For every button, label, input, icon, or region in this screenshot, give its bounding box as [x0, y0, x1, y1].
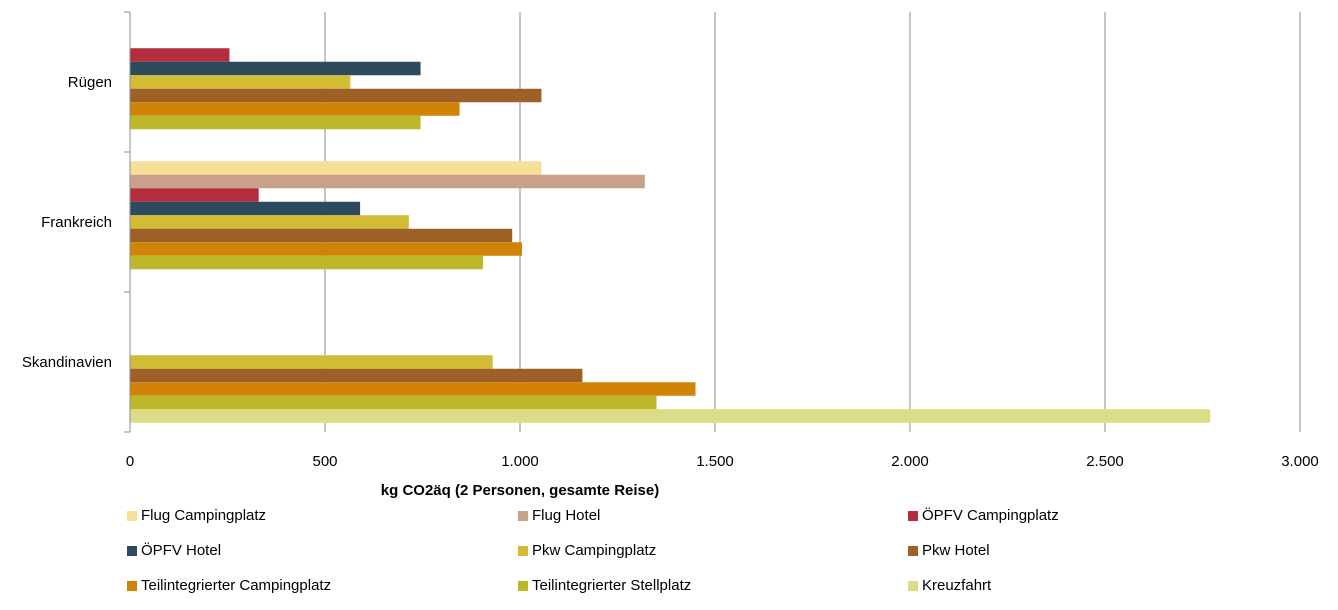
x-tick-label: 2.500: [1086, 453, 1124, 470]
legend-item: Teilintegrierter Stellplatz: [518, 577, 691, 594]
legend-label: Pkw Hotel: [922, 542, 990, 559]
bar: [130, 88, 542, 103]
bar: [130, 201, 361, 216]
bar: [130, 174, 645, 189]
legend-swatch: [518, 580, 528, 591]
legend-swatch: [127, 510, 137, 521]
x-tick-label: 1.500: [696, 453, 734, 470]
legend-label: Teilintegrierter Stellplatz: [532, 577, 692, 594]
bar: [130, 228, 513, 243]
x-axis-title: kg CO2äq (2 Personen, gesamte Reise): [381, 482, 659, 499]
legend-item: Kreuzfahrt: [908, 577, 991, 594]
legend-swatch: [908, 545, 918, 556]
legend-item: Pkw Campingplatz: [518, 542, 656, 559]
x-tick-label: 2.000: [891, 453, 929, 470]
legend-label: ÖPFV Hotel: [141, 542, 222, 559]
bar: [130, 368, 583, 383]
legend-item: Pkw Hotel: [908, 542, 990, 559]
x-tick-label: 0: [126, 453, 134, 470]
legend-label: Flug Campingplatz: [141, 507, 267, 524]
legend-item: ÖPFV Campingplatz: [908, 507, 1059, 524]
legend: Flug Campingplatz Flug Hotel ÖPFV Campingp…: [0, 505, 1338, 610]
legend-swatch: [127, 545, 137, 556]
bar: [130, 409, 1211, 423]
bar: [130, 355, 493, 369]
legend-swatch: [127, 580, 137, 591]
x-tick-label: 500: [312, 453, 337, 470]
axes: [124, 11, 131, 433]
legend-label: Pkw Campingplatz: [532, 542, 657, 559]
legend-label: ÖPFV Campingplatz: [922, 507, 1059, 524]
x-tick-label: 3.000: [1281, 453, 1319, 470]
category-label: Rügen: [68, 74, 112, 91]
bar-chart: 0 500 1.000 1.500 2.000 2.500 3.000 Rügen Frank…: [22, 11, 1319, 499]
category-label: Frankreich: [41, 214, 112, 231]
legend-swatch: [908, 510, 918, 521]
legend-swatch: [908, 580, 918, 591]
bar: [130, 48, 230, 62]
legend-label: Kreuzfahrt: [922, 577, 992, 594]
bar: [130, 75, 351, 89]
x-tick-labels: 0 500 1.000 1.500 2.000 2.500 3.000: [126, 453, 1319, 470]
bar: [130, 102, 460, 116]
legend-item: Teilintegrierter Campingplatz: [127, 577, 331, 594]
legend-item: ÖPFV Hotel: [127, 542, 221, 559]
bar: [130, 382, 696, 396]
legend-label: Flug Hotel: [532, 507, 601, 524]
x-tick-label: 1.000: [501, 453, 539, 470]
category-label: Skandinavien: [22, 354, 112, 371]
bar: [130, 161, 542, 175]
bar: [130, 61, 421, 76]
bar: [130, 188, 259, 202]
bars: [130, 48, 1211, 423]
legend-item: Flug Hotel: [518, 507, 600, 524]
bar: [130, 215, 409, 229]
legend-item: Flug Campingplatz: [127, 507, 266, 524]
bar: [130, 115, 421, 130]
legend-swatch: [518, 510, 528, 521]
legend-label: Teilintegrierter Campingplatz: [141, 577, 332, 594]
bar: [130, 255, 483, 270]
category-labels: Rügen Frankreich Skandinavien: [22, 74, 112, 371]
bar: [130, 395, 657, 410]
bar: [130, 242, 522, 256]
legend-swatch: [518, 545, 528, 556]
